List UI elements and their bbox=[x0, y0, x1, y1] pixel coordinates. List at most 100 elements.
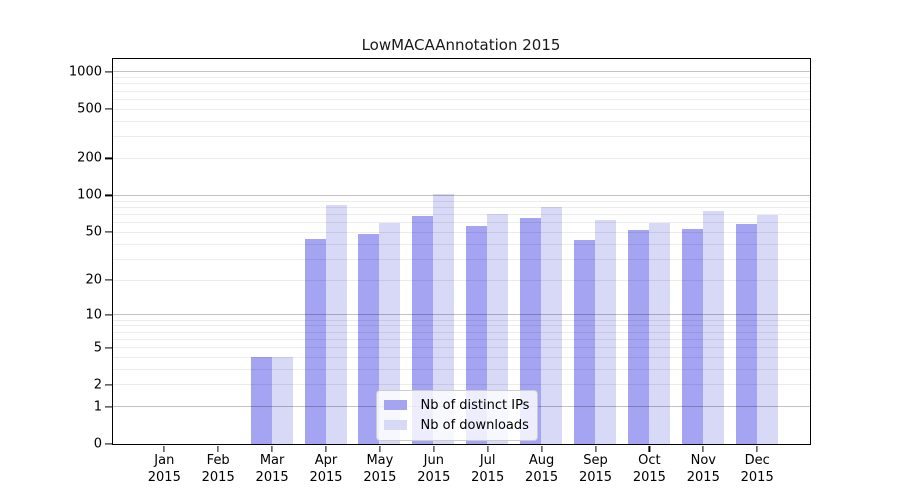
bar-distinct-ips bbox=[627, 229, 649, 444]
gridline-minor bbox=[112, 90, 810, 92]
gridline-minor bbox=[112, 319, 810, 321]
gridline-minor bbox=[112, 108, 810, 110]
gridline-major bbox=[112, 71, 810, 73]
legend-label-distinct-ips: Nb of distinct IPs bbox=[420, 397, 530, 413]
bar-downloads bbox=[648, 223, 670, 444]
gridline-minor bbox=[112, 279, 810, 281]
gridline-minor bbox=[112, 331, 810, 333]
x-tick-label: Oct 2015 bbox=[632, 453, 666, 485]
x-tick-mark bbox=[702, 445, 704, 452]
bar-downloads bbox=[325, 204, 347, 444]
bar-distinct-ips bbox=[412, 216, 434, 444]
bar-downloads bbox=[595, 219, 616, 444]
bar-downloads bbox=[487, 213, 509, 444]
x-tick-label: Mar 2015 bbox=[255, 453, 289, 485]
gridline-minor bbox=[112, 213, 810, 215]
y-tick-label: 5 bbox=[93, 340, 102, 355]
gridline-minor bbox=[112, 157, 810, 159]
gridline-minor bbox=[112, 338, 810, 340]
x-tick-label: Apr 2015 bbox=[309, 453, 343, 485]
gridline-minor bbox=[112, 222, 810, 224]
y-tick-label: 500 bbox=[77, 101, 102, 117]
y-tick-label: 2 bbox=[93, 377, 102, 393]
bar-downloads bbox=[433, 193, 455, 444]
x-tick-label: Jan 2015 bbox=[147, 453, 181, 485]
y-tick-mark bbox=[105, 279, 112, 281]
gridline-minor bbox=[112, 384, 810, 386]
legend-item-distinct-ips: Nb of distinct IPs bbox=[383, 397, 530, 414]
y-tick-label: 100 bbox=[77, 187, 102, 203]
gridline-minor bbox=[112, 325, 810, 327]
gridline-minor bbox=[112, 120, 810, 122]
x-tick-mark bbox=[648, 445, 650, 452]
bar-distinct-ips bbox=[574, 239, 595, 444]
x-tick-label: Jun 2015 bbox=[417, 453, 451, 485]
x-tick-label: May 2015 bbox=[363, 453, 397, 485]
bar-downloads bbox=[271, 356, 293, 444]
legend-swatch-distinct-ips bbox=[383, 400, 407, 410]
gridline-minor bbox=[112, 368, 810, 370]
y-tick-mark bbox=[105, 108, 112, 110]
legend-label-downloads: Nb of downloads bbox=[420, 417, 529, 433]
y-tick-label: 50 bbox=[85, 224, 102, 240]
gridline-minor bbox=[112, 83, 810, 85]
gridline-major bbox=[112, 314, 810, 316]
y-tick-mark bbox=[105, 384, 112, 386]
gridline-minor bbox=[112, 98, 810, 100]
chart-title: LowMACAAnnotation 2015 bbox=[361, 36, 561, 54]
x-tick-label: Aug 2015 bbox=[525, 453, 559, 485]
bar-distinct-ips bbox=[250, 356, 272, 444]
x-tick-mark bbox=[163, 445, 165, 452]
x-tick-mark bbox=[594, 445, 597, 452]
x-tick-label: Feb 2015 bbox=[201, 453, 235, 485]
gridline-minor bbox=[112, 231, 810, 233]
x-tick-mark bbox=[271, 445, 273, 452]
x-tick-mark bbox=[433, 445, 435, 452]
gridline-minor bbox=[112, 347, 810, 348]
y-tick-mark bbox=[105, 406, 112, 408]
y-tick-label: 0 bbox=[93, 436, 102, 452]
y-tick-label: 1000 bbox=[68, 64, 102, 80]
y-tick-mark bbox=[105, 194, 112, 197]
plot-area: Nb of distinct IPs Nb of downloads bbox=[111, 57, 811, 445]
legend-item-downloads: Nb of downloads bbox=[383, 417, 530, 434]
bar-distinct-ips bbox=[520, 217, 542, 444]
bar-downloads bbox=[379, 223, 401, 444]
y-tick-label: 20 bbox=[85, 272, 102, 288]
y-tick-mark bbox=[105, 443, 112, 445]
bar-downloads bbox=[702, 211, 724, 444]
gridline-minor bbox=[112, 77, 810, 79]
x-tick-mark bbox=[325, 445, 327, 452]
bar-distinct-ips bbox=[304, 238, 326, 444]
x-tick-mark bbox=[379, 445, 381, 452]
legend-swatch-downloads bbox=[383, 420, 407, 430]
bar-downloads bbox=[541, 206, 563, 444]
x-tick-mark bbox=[541, 445, 543, 452]
gridline-minor bbox=[112, 356, 810, 358]
gridline-minor bbox=[112, 243, 810, 245]
legend: Nb of distinct IPs Nb of downloads bbox=[375, 389, 539, 441]
bar-distinct-ips bbox=[466, 225, 488, 444]
y-tick-mark bbox=[105, 71, 112, 73]
x-tick-label: Sep 2015 bbox=[578, 453, 613, 485]
y-tick-mark bbox=[105, 346, 112, 349]
bar-downloads bbox=[756, 214, 778, 444]
y-tick-label: 10 bbox=[85, 307, 102, 323]
bar-distinct-ips bbox=[358, 233, 380, 444]
gridline-minor bbox=[112, 258, 810, 260]
y-tick-label: 200 bbox=[77, 150, 102, 166]
x-tick-label: Nov 2015 bbox=[686, 453, 720, 485]
y-tick-mark bbox=[105, 314, 112, 316]
bar-distinct-ips bbox=[681, 228, 703, 444]
bar-distinct-ips bbox=[735, 223, 757, 444]
gridline-minor bbox=[112, 200, 810, 202]
y-tick-mark bbox=[105, 231, 112, 233]
x-tick-label: Jul 2015 bbox=[471, 453, 505, 485]
gridline-minor bbox=[112, 206, 810, 208]
y-tick-mark bbox=[105, 157, 112, 159]
x-tick-label: Dec 2015 bbox=[740, 453, 774, 485]
gridline-minor bbox=[112, 136, 810, 138]
gridline-major bbox=[112, 194, 810, 196]
x-tick-mark bbox=[487, 445, 489, 452]
